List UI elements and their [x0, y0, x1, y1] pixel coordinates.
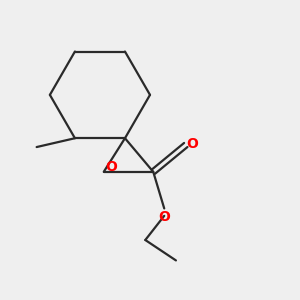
Text: O: O [186, 136, 198, 151]
Text: O: O [105, 160, 117, 174]
Text: O: O [158, 210, 170, 224]
